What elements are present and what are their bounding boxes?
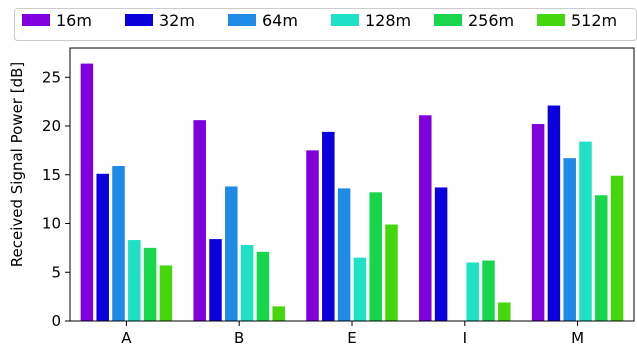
- bar-E-512m: [385, 224, 398, 321]
- bar-M-32m: [547, 105, 561, 322]
- bar-M-64m: [563, 158, 576, 321]
- legend-swatch-256m: [434, 14, 462, 26]
- bar-E-64m: [337, 188, 351, 321]
- legend-label-64m: 64m: [262, 11, 298, 30]
- bars: [80, 63, 624, 322]
- legend-swatch-32m: [125, 14, 153, 26]
- y-tick-label-20: 20: [42, 117, 61, 135]
- bar-A-32m: [96, 173, 109, 321]
- legend-label-32m: 32m: [159, 11, 195, 30]
- bar-E-256m: [369, 192, 382, 321]
- bar-E-16m: [306, 150, 319, 322]
- bar-M-16m: [531, 124, 545, 321]
- legend-swatch-512m: [537, 14, 565, 26]
- x-tick-label-I: I: [463, 329, 467, 347]
- bar-I-32m: [434, 187, 448, 321]
- bar-A-64m: [112, 165, 125, 321]
- x-tick-label-A: A: [121, 329, 132, 347]
- bar-E-32m: [322, 131, 335, 321]
- axes: A B E I M 0 5 10 15 20 25: [42, 47, 635, 347]
- legend-label-256m: 256m: [468, 11, 514, 30]
- x-tick-label-E: E: [347, 329, 356, 347]
- y-tick-label-5: 5: [51, 263, 61, 281]
- x-tick-label-B: B: [234, 329, 244, 347]
- legend-label-128m: 128m: [365, 11, 411, 30]
- bar-I-256m: [482, 260, 495, 321]
- legend-label-512m: 512m: [571, 11, 617, 30]
- y-tick-label-25: 25: [42, 68, 61, 86]
- bar-B-16m: [193, 120, 206, 322]
- bar-A-128m: [128, 240, 141, 321]
- legend-swatch-16m: [22, 14, 50, 26]
- bar-E-128m: [353, 257, 367, 322]
- y-tick-label-0: 0: [51, 312, 61, 330]
- bar-B-256m: [256, 251, 270, 321]
- x-tick-label-M: M: [571, 329, 584, 347]
- bar-M-128m: [579, 141, 592, 321]
- bar-M-512m: [610, 175, 624, 321]
- bar-I-512m: [498, 302, 511, 321]
- bar-B-32m: [209, 239, 222, 321]
- plot-frame: [69, 47, 635, 322]
- bar-M-256m: [595, 195, 608, 321]
- y-axis-title: Received Signal Power [dB]: [8, 62, 26, 268]
- legend: 16m 32m 64m 128m 256m 512m: [14, 8, 637, 41]
- bar-B-64m: [225, 186, 238, 321]
- bar-A-256m: [143, 247, 157, 322]
- bar-I-16m: [419, 115, 432, 322]
- legend-swatch-128m: [331, 14, 359, 26]
- legend-swatch-64m: [228, 14, 256, 26]
- bar-A-16m: [80, 63, 94, 321]
- y-tick-label-10: 10: [42, 215, 61, 233]
- bar-I-128m: [466, 262, 479, 321]
- legend-label-16m: 16m: [56, 11, 92, 30]
- bar-B-128m: [240, 244, 254, 321]
- bar-A-512m: [159, 265, 173, 321]
- bar-B-512m: [272, 306, 285, 322]
- y-tick-label-15: 15: [42, 166, 61, 184]
